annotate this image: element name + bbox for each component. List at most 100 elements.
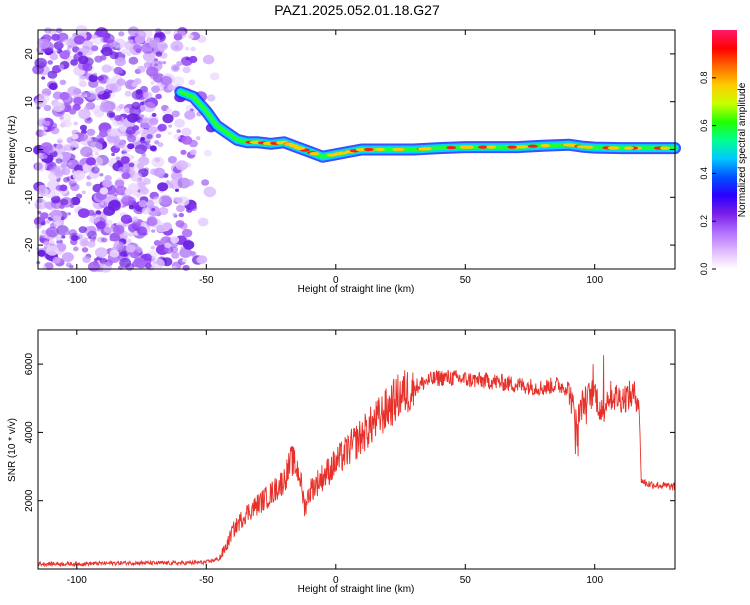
colorbar-ticks: 0.0 0.2 0.4 0.6 0.8 — [699, 72, 716, 276]
noise-speckle — [70, 140, 80, 148]
noise-speckle — [128, 162, 135, 168]
noise-speckle — [102, 33, 115, 44]
figure-title: PAZ1.2025.052.01.18.G27 — [274, 2, 440, 18]
noise-speckle — [56, 40, 62, 44]
noise-speckle — [160, 75, 173, 86]
noise-speckle — [139, 101, 145, 106]
noise-speckle — [155, 31, 163, 38]
noise-speckle — [53, 220, 61, 227]
noise-speckle — [43, 126, 48, 130]
noise-speckle — [157, 123, 167, 132]
noise-speckle — [109, 249, 120, 258]
noise-speckle — [86, 128, 96, 136]
noise-speckle — [91, 166, 100, 174]
noise-speckle — [180, 246, 185, 250]
noise-speckle — [85, 90, 97, 100]
noise-speckle — [47, 163, 54, 169]
noise-speckle — [108, 66, 115, 71]
noise-speckle — [134, 144, 147, 155]
spectrogram-xlabel: Height of straight line (km) — [298, 284, 415, 295]
noise-speckle — [157, 182, 169, 192]
noise-speckle — [37, 38, 50, 50]
noise-speckle — [67, 212, 71, 216]
noise-speckle — [124, 107, 130, 113]
noise-speckle — [41, 221, 46, 226]
noise-speckle — [43, 201, 54, 210]
noise-speckle — [149, 71, 159, 80]
noise-speckle — [78, 55, 89, 65]
noise-speckle — [70, 196, 81, 206]
noise-speckle — [97, 138, 105, 144]
noise-speckle — [133, 78, 142, 85]
snr-panel: -100 -50 0 50 100 2000 4000 6000 Height of stra… — [7, 329, 676, 595]
noise-speckle — [150, 245, 155, 250]
noise-speckle — [128, 204, 135, 210]
snr-ylabel: SNR (10 * v/v) — [7, 418, 18, 482]
noise-speckle — [185, 179, 195, 187]
noise-speckle — [143, 178, 152, 185]
noise-speckle — [196, 136, 201, 141]
ridge-peak — [478, 145, 488, 149]
noise-speckle — [115, 156, 121, 161]
noise-speckle — [95, 221, 106, 230]
noise-speckle — [175, 220, 185, 228]
noise-speckle — [151, 112, 157, 117]
noise-speckle — [167, 156, 177, 164]
noise-speckle — [202, 54, 215, 65]
noise-speckle — [92, 72, 98, 77]
noise-speckle — [44, 262, 54, 271]
noise-speckle — [173, 33, 183, 41]
noise-speckle — [190, 46, 196, 52]
noise-speckle — [99, 173, 104, 177]
noise-speckle — [126, 51, 132, 56]
noise-speckle — [172, 212, 177, 217]
noise-speckle — [118, 31, 125, 37]
noise-speckle — [56, 138, 64, 144]
noise-speckle — [121, 48, 128, 55]
noise-speckle — [85, 181, 92, 187]
noise-speckle — [139, 117, 153, 129]
noise-speckle — [45, 226, 59, 238]
noise-speckle — [188, 79, 196, 86]
noise-speckle — [87, 230, 97, 239]
noise-speckle — [68, 229, 77, 237]
noise-speckle — [182, 258, 187, 263]
noise-speckle — [36, 184, 48, 195]
noise-speckle — [135, 130, 141, 135]
noise-speckle — [121, 132, 127, 137]
noise-speckle — [114, 139, 125, 149]
noise-speckle — [180, 149, 187, 155]
colorbar-tick-label: 0.6 — [699, 119, 709, 132]
noise-speckle — [73, 96, 84, 106]
noise-speckle — [139, 156, 148, 165]
noise-speckle — [124, 188, 133, 196]
noise-speckle — [47, 60, 53, 65]
y-tick-label: 10 — [24, 96, 35, 108]
noise-speckle — [171, 251, 180, 259]
noise-speckle — [37, 249, 46, 257]
noise-speckle — [125, 244, 136, 253]
noise-speckle — [42, 154, 48, 160]
noise-speckle — [45, 219, 51, 224]
noise-speckle — [107, 200, 121, 211]
noise-speckle — [176, 129, 181, 134]
snr-series-line — [37, 355, 676, 568]
noise-speckle — [197, 255, 208, 264]
noise-speckle — [124, 90, 132, 97]
noise-speckle — [67, 86, 79, 96]
noise-speckle — [61, 235, 66, 239]
y-tick-label: 4000 — [24, 421, 35, 444]
noise-speckle — [181, 228, 193, 238]
noise-speckle — [155, 93, 162, 100]
noise-speckle — [135, 89, 143, 95]
ridge-peak — [507, 145, 518, 149]
noise-speckle — [164, 248, 170, 253]
noise-speckle — [203, 149, 212, 157]
noise-speckles — [32, 25, 220, 273]
noise-speckle — [144, 262, 152, 269]
noise-speckle — [143, 91, 153, 100]
colorbar-tick-label: 0.0 — [699, 263, 709, 276]
noise-speckle — [59, 116, 64, 120]
y-tick-label: -10 — [24, 190, 35, 205]
